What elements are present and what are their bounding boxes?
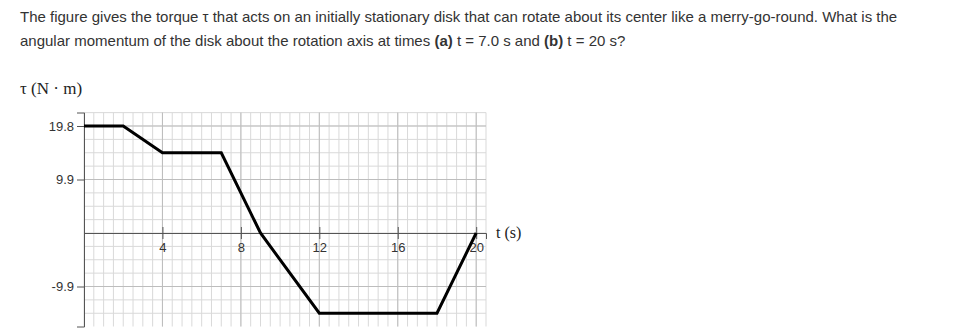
figure: The figure gives the torque τ that acts … <box>0 0 972 328</box>
y-tick: -9.9 <box>52 279 84 294</box>
minor-grid-line <box>84 259 486 260</box>
y-axis-line <box>77 113 85 327</box>
x-tick-mark <box>398 227 399 239</box>
minor-grid-line <box>84 299 486 300</box>
minor-grid-line <box>84 219 486 220</box>
minor-grid-line <box>84 112 486 113</box>
minor-grid-line <box>84 273 486 274</box>
grid-line <box>84 179 486 180</box>
minor-grid-line <box>162 113 163 327</box>
x-tick: 4 <box>159 227 166 255</box>
question: The figure gives the torque τ that acts … <box>20 8 897 49</box>
question-text: The figure gives the torque τ that acts … <box>20 8 897 25</box>
torque-line <box>84 126 476 313</box>
x-tick: 8 <box>238 227 245 255</box>
x-tick-mark <box>241 227 242 239</box>
x-tick: 16 <box>391 227 405 255</box>
plot-area <box>84 126 476 313</box>
grid-line <box>84 126 486 127</box>
minor-grid-line <box>240 113 241 327</box>
x-tick-mark <box>476 227 477 239</box>
y-axis-label: τ (N · m) <box>20 79 82 98</box>
x-tick-mark <box>319 227 320 239</box>
y-tick-mark <box>77 287 84 288</box>
x-tick-label: 12 <box>313 240 327 255</box>
x-axis-label: t (s) <box>496 224 521 242</box>
x-tick-label: 8 <box>238 240 245 255</box>
minor-grid-line <box>84 166 486 167</box>
question-text: t = 20 s? <box>563 32 625 49</box>
minor-grid-line <box>84 179 486 180</box>
y-tick-label: 9.9 <box>56 172 74 187</box>
y-tick-label: -9.9 <box>52 279 74 294</box>
minor-grid-line <box>397 113 398 327</box>
question-text: angular momentum of the disk about the r… <box>20 32 434 49</box>
grid-line <box>319 113 320 327</box>
y-tick-mark <box>77 180 84 181</box>
y-tick: 9.9 <box>56 172 84 187</box>
x-tick: 12 <box>313 227 327 255</box>
x-tick-label: 4 <box>159 240 166 255</box>
grid-line <box>162 113 163 327</box>
minor-grid-line <box>84 206 486 207</box>
minor-grid-line <box>84 126 486 127</box>
minor-grid-line <box>476 113 477 327</box>
grid-line <box>476 113 477 327</box>
question-text: (b) <box>544 32 563 49</box>
minor-grid-line <box>319 113 320 327</box>
grid-line <box>240 113 241 327</box>
question-line: The figure gives the torque τ that acts … <box>20 8 897 25</box>
grid <box>84 113 486 327</box>
minor-grid-line <box>84 152 486 153</box>
question-text: (a) <box>434 32 452 49</box>
question-line: angular momentum of the disk about the r… <box>20 32 625 49</box>
y-tick-label: 19.8 <box>49 119 74 134</box>
y-axis: -9.9 9.9 19.8 <box>49 113 85 327</box>
x-tick-label: 16 <box>391 240 405 255</box>
minor-grid-line <box>84 246 486 247</box>
y-tick-mark <box>77 126 84 127</box>
y-tick: 19.8 <box>49 119 84 134</box>
x-axis-line <box>85 234 487 240</box>
question-text: t = 7.0 s and <box>453 32 544 49</box>
grid-line <box>84 286 486 287</box>
x-axis: 48121620 <box>85 227 487 255</box>
minor-grid-line <box>84 192 486 193</box>
minor-grid-line <box>84 286 486 287</box>
x-tick-mark <box>162 227 163 239</box>
grid-line <box>397 113 398 327</box>
